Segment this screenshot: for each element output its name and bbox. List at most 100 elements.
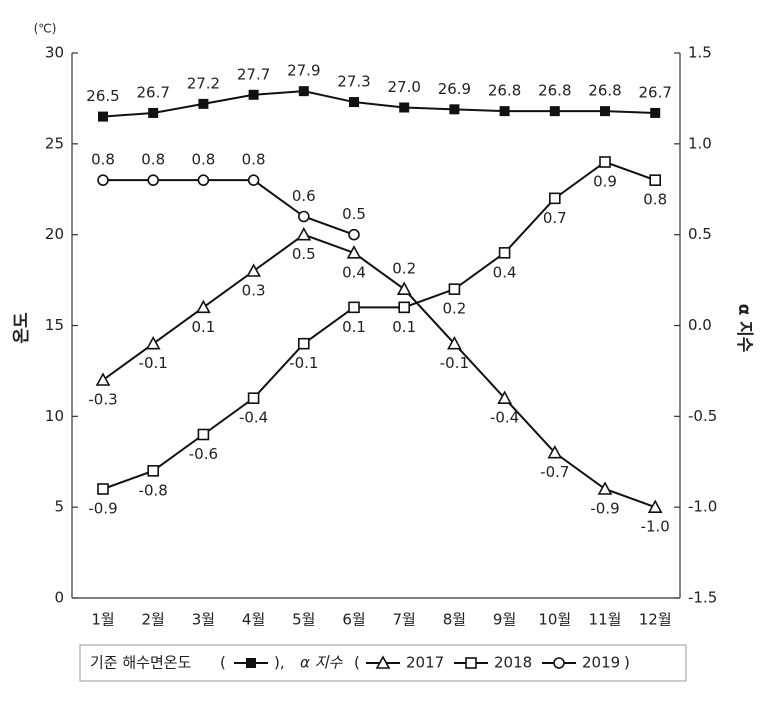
data-label: 26.8: [538, 82, 571, 100]
y2-tick-label: 0.5: [688, 225, 712, 243]
data-point: [296, 226, 312, 241]
data-label: 0.8: [191, 151, 215, 169]
data-label: 26.8: [588, 82, 621, 100]
data-label: 0.8: [141, 151, 165, 169]
y2-tick-label: -0.5: [688, 407, 717, 425]
data-label: 0.5: [292, 245, 316, 263]
data-point: [348, 228, 360, 241]
data-point: [197, 428, 210, 441]
legend-label: 2018: [494, 654, 532, 672]
x-tick-label: 6월: [342, 611, 365, 629]
y-tick-label: 10: [45, 407, 64, 425]
y-axis-label: 온도: [12, 312, 32, 344]
series-line: [102, 90, 656, 118]
data-label: 27.2: [187, 74, 220, 92]
data-label: -0.6: [189, 445, 218, 463]
data-point: [597, 481, 613, 495]
data-point: [148, 107, 159, 118]
x-tick-label: 8월: [443, 611, 466, 629]
legend-label: 2019: [582, 654, 620, 672]
series-line: [103, 179, 355, 236]
data-point: [346, 245, 362, 259]
data-point: [396, 281, 412, 295]
x-tick-label: 11월: [589, 611, 622, 629]
data-point: [497, 390, 512, 404]
data-label: 27.0: [387, 78, 420, 96]
data-point: [348, 301, 360, 314]
legend-label: 2017: [406, 654, 444, 672]
data-label: 0.5: [342, 205, 366, 223]
legend-bracket: ): [624, 654, 630, 672]
legend-bracket: (: [354, 654, 360, 672]
y-tick-label: 30: [45, 44, 64, 62]
data-label: 0.4: [342, 263, 366, 281]
data-label: 0.1: [191, 318, 215, 336]
series-line: [102, 233, 656, 509]
x-tick-label: 4월: [242, 611, 265, 629]
data-label: -0.9: [590, 500, 619, 518]
data-label: 26.7: [638, 83, 671, 101]
y-tick-label: 5: [54, 498, 64, 516]
data-label: -0.4: [239, 409, 268, 427]
legend-bracket: (: [220, 654, 226, 672]
data-label: 0.4: [493, 263, 517, 281]
y2-tick-label: -1.5: [688, 589, 717, 607]
data-label: -0.3: [88, 391, 117, 409]
data-point: [647, 499, 663, 513]
data-point: [599, 156, 611, 168]
data-label: -0.9: [88, 500, 117, 518]
y-tick-label: 25: [45, 134, 64, 152]
data-point: [198, 98, 209, 109]
data-label: 27.9: [287, 62, 320, 80]
legend-bracket: ),: [274, 654, 285, 672]
data-label: 26.5: [86, 87, 119, 105]
data-point: [398, 301, 411, 314]
data-label: 27.7: [237, 65, 270, 83]
data-label: 0.1: [392, 318, 416, 336]
data-point: [196, 299, 211, 314]
data-label: 27.3: [337, 73, 370, 91]
series-line: [102, 160, 656, 490]
legend-marker: [465, 657, 477, 669]
x-tick-label: 7월: [393, 611, 416, 629]
data-label: 0.2: [392, 260, 416, 278]
data-label: 0.7: [543, 209, 567, 227]
data-point: [498, 247, 511, 259]
data-point: [297, 210, 310, 223]
data-point: [548, 192, 561, 205]
legend-marker: [375, 655, 391, 669]
data-point: [248, 89, 259, 100]
data-point: [297, 337, 310, 350]
data-point: [97, 174, 109, 186]
legend-box: [79, 644, 687, 682]
data-point: [246, 263, 261, 277]
data-point: [298, 86, 309, 97]
x-tick-label: 2월: [142, 611, 165, 629]
data-label: -0.7: [540, 463, 569, 481]
legend-marker: [553, 657, 565, 669]
data-point: [399, 102, 410, 113]
legend-marker: [246, 658, 256, 668]
data-point: [197, 174, 210, 186]
data-label: 0.3: [242, 282, 266, 300]
data-point: [448, 283, 461, 295]
y-tick-label: 20: [45, 225, 64, 243]
legend-label: α 지수: [300, 654, 343, 672]
x-tick-label: 3월: [192, 611, 215, 629]
data-point: [449, 104, 460, 115]
data-point: [549, 106, 560, 117]
data-label: -0.8: [139, 481, 168, 499]
data-label: -0.1: [139, 354, 168, 372]
data-point: [650, 107, 661, 118]
x-tick-label: 5월: [292, 611, 315, 629]
data-label: 0.9: [593, 173, 617, 191]
data-label: 26.9: [438, 80, 471, 98]
data-label: -0.1: [289, 354, 318, 372]
data-point: [600, 106, 610, 117]
data-point: [447, 335, 462, 350]
data-point: [147, 465, 159, 477]
y-tick-label: 15: [45, 316, 64, 334]
x-tick-label: 9월: [493, 611, 516, 629]
data-point: [547, 444, 563, 459]
legend-label: 기준 해수면온도: [90, 654, 192, 672]
